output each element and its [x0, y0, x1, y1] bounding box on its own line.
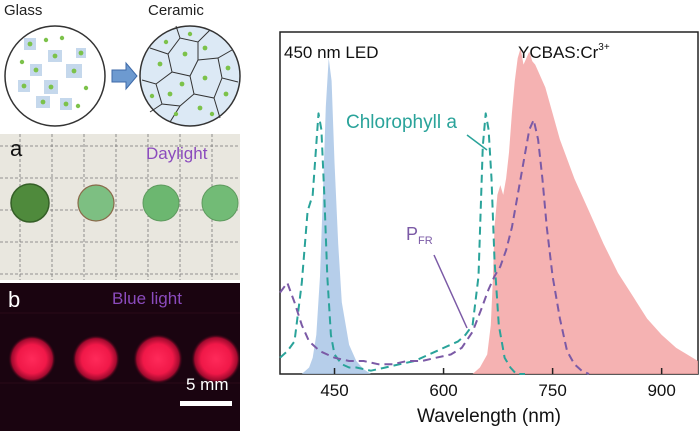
grid-paper	[0, 134, 240, 280]
ycbas-superscript: 3+	[598, 42, 610, 53]
x-tick-label-1: 600	[429, 381, 457, 400]
ycbas-text: YCBAS:Cr	[518, 43, 599, 62]
scale-bar	[180, 401, 232, 406]
x-tick-label-0: 450	[320, 381, 348, 400]
glass-ceramic-schematic	[4, 25, 241, 127]
spectrum-chart: 450 600 750 900 450 nm LED YCBAS:Cr3+ Chlor…	[279, 31, 699, 427]
arrow-icon	[111, 61, 138, 91]
chlorophyll-annotation: Chlorophyll a	[346, 112, 457, 133]
glass-label: Glass	[4, 2, 43, 19]
photo-blue-light: b Blue light 5 mm	[0, 283, 240, 431]
chlorophyll-pointer-line	[466, 134, 488, 151]
ceramic-circle	[139, 25, 241, 127]
ceramic-discs	[10, 183, 239, 223]
panel-label-b: b	[8, 287, 21, 312]
glass-circle	[4, 25, 106, 127]
pfr-annotation: PFR	[406, 224, 433, 247]
ycbas-annotation: YCBAS:Cr3+	[518, 42, 610, 62]
x-tick-label-2: 750	[538, 381, 566, 400]
x-axis-label: Wavelength (nm)	[417, 406, 561, 427]
photo-daylight: a Daylight	[0, 134, 240, 280]
scale-bar-label: 5 mm	[186, 375, 229, 394]
series-line-3	[279, 118, 590, 375]
series-area-0	[301, 58, 371, 374]
pfr-main: P	[406, 224, 418, 244]
ceramic-label: Ceramic	[148, 2, 204, 19]
series-area-1	[472, 48, 698, 375]
daylight-caption: Daylight	[146, 144, 208, 163]
x-tick-label-3: 900	[647, 381, 675, 400]
pfr-subscript: FR	[418, 235, 433, 247]
blue-light-caption: Blue light	[112, 289, 182, 308]
led-annotation: 450 nm LED	[284, 43, 379, 62]
red-emission-discs	[0, 312, 240, 406]
series-line-2	[279, 112, 525, 375]
panel-label-a: a	[10, 136, 23, 161]
pfr-pointer-line	[433, 254, 468, 329]
